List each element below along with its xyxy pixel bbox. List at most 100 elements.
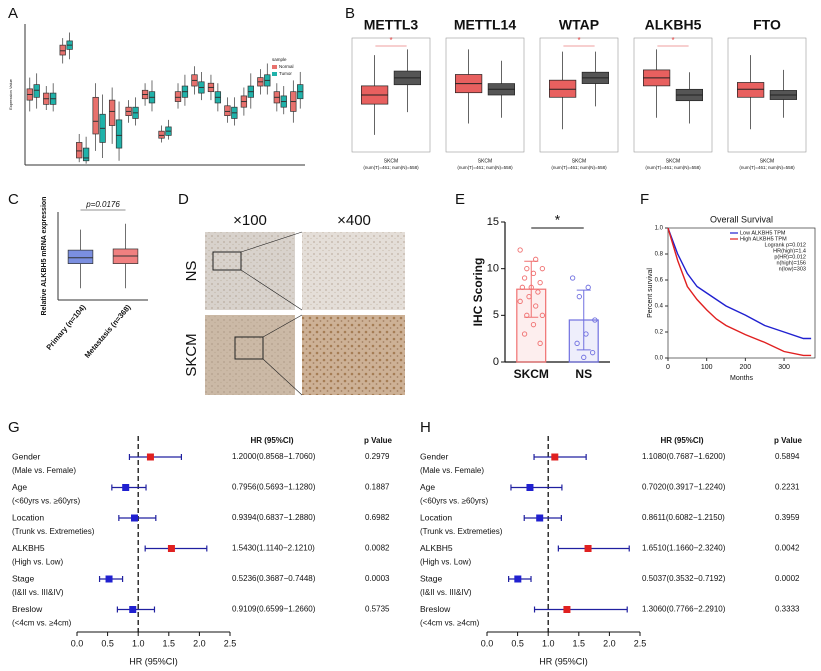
hr-marker: [146, 453, 154, 461]
hr-marker: [526, 484, 534, 491]
ci-line: [510, 484, 563, 491]
hr-marker: [122, 484, 130, 491]
error-bar: [576, 289, 591, 351]
data-point: [530, 270, 537, 276]
legend-label: High ALKBH5 TPM: [740, 236, 787, 242]
hr-ci-label: 1.3060(0.7766−2.2910): [642, 605, 726, 614]
hr-marker: [563, 606, 571, 613]
ci-line: [533, 454, 587, 460]
image-texture: [302, 315, 405, 395]
y-tick-label: 0.4: [655, 304, 664, 310]
box: [108, 99, 116, 126]
data-point: [589, 350, 596, 356]
hr-ci-label: 0.7956(0.5693−1.1280): [232, 483, 316, 492]
row-label: Location: [420, 512, 452, 522]
hr-marker: [514, 575, 522, 583]
p-value: 0.1887: [365, 483, 390, 492]
row-sublabel: (High vs. Low): [12, 558, 63, 567]
column-header: HR (95%CI): [660, 436, 703, 445]
box: [92, 96, 99, 135]
x-tick-label: 0.5: [511, 638, 524, 648]
hr-marker: [536, 514, 544, 522]
hr-marker: [130, 514, 138, 522]
legend-swatch: [272, 65, 277, 69]
data-point: [528, 284, 534, 290]
panel-label: H: [420, 419, 431, 436]
panel-label: F: [640, 191, 649, 208]
magnification: ×100: [233, 212, 267, 229]
data-point: [539, 266, 546, 272]
row-sublabel: (I&II vs. III&IV): [420, 588, 472, 597]
ci-line: [533, 606, 628, 613]
y-axis-label: IHC Scoring: [471, 258, 485, 327]
row-label: Breslow: [420, 604, 451, 614]
chart-title: ALKBH5: [645, 17, 702, 33]
chart-title: METTL14: [454, 17, 516, 33]
panel-label: A: [8, 5, 18, 22]
hr-ci-label: 1.6510(1.1660−2.3240): [642, 544, 726, 553]
box: [158, 130, 165, 139]
x-axis-sublabel: (num(T)=461; num(N)=558): [363, 165, 419, 170]
plot-frame: [539, 37, 619, 153]
p-value: 0.5894: [775, 452, 800, 461]
x-axis-label: HR (95%CI): [539, 656, 588, 666]
legend-note: p(HR)=0.012: [774, 254, 806, 260]
x-tick-label: 2.5: [634, 638, 647, 648]
group-label: NS: [183, 261, 200, 282]
panel-label: D: [178, 191, 189, 208]
data-point: [581, 354, 587, 360]
x-tick-label: 0.0: [71, 638, 84, 648]
p-value: 0.3959: [775, 513, 800, 522]
row-sublabel: (High vs. Low): [420, 558, 471, 567]
inset-connector: [240, 231, 303, 253]
legend-note: n(high)=156: [776, 260, 806, 266]
p-value: 0.0002: [775, 574, 800, 583]
inset-box: [234, 336, 264, 360]
y-tick-label: 0: [493, 356, 499, 368]
ci-line: [557, 545, 630, 552]
box: [115, 119, 123, 149]
y-tick-label: 5: [493, 309, 499, 321]
data-point: [526, 294, 532, 300]
hr-ci-label: 0.8611(0.6082−1.2150): [642, 513, 725, 522]
x-axis-sublabel: (num(T)=461; num(N)=558): [551, 165, 607, 170]
data-point: [521, 275, 528, 281]
x-tick-label: 2.0: [193, 638, 206, 648]
row-label: Stage: [420, 573, 442, 583]
row-sublabel: (Trunk vs. Extremeties): [420, 527, 503, 536]
image-texture: [205, 232, 295, 310]
x-axis-label: SKCM: [478, 158, 492, 164]
y-tick-label: 10: [487, 263, 499, 275]
data-point: [517, 247, 523, 253]
group-label: SKCM: [183, 333, 200, 376]
p-value: 0.5735: [365, 605, 390, 614]
row-label: Age: [12, 482, 27, 492]
box: [82, 147, 90, 162]
x-axis-label: SKCM: [384, 158, 398, 164]
annotation: p=0.0176: [85, 200, 120, 209]
x-tick-label: 0: [666, 364, 670, 371]
data-point: [576, 294, 582, 300]
legend-note: n(low)=303: [779, 266, 806, 272]
box: [67, 249, 94, 264]
survival-line: [667, 227, 812, 340]
x-tick-label: 200: [740, 364, 752, 371]
legend-label: Normal: [279, 64, 294, 69]
plot-frame: [667, 227, 816, 359]
x-axis-label: SKCM: [666, 158, 680, 164]
inset-box: [212, 251, 242, 271]
x-axis-sublabel: (num(T)=461; num(N)=558): [645, 165, 701, 170]
y-axis-label: Expression Value: [8, 78, 13, 110]
p-value: 0.0082: [365, 544, 390, 553]
x-tick-label: 1.5: [573, 638, 586, 648]
x-axis-label: SKCM: [760, 158, 774, 164]
hr-ci-label: 0.9394(0.6837−1.2880): [232, 513, 316, 522]
image-texture: [205, 315, 295, 395]
p-value: 0.0003: [365, 574, 390, 583]
row-label: ALKBH5: [12, 543, 45, 553]
hr-ci-label: 1.2000(0.8568−1.7060): [232, 452, 316, 461]
p-value: 0.2979: [365, 452, 390, 461]
survival-line: [667, 227, 812, 357]
hr-ci-label: 0.5236(0.3687−0.7448): [232, 574, 316, 583]
